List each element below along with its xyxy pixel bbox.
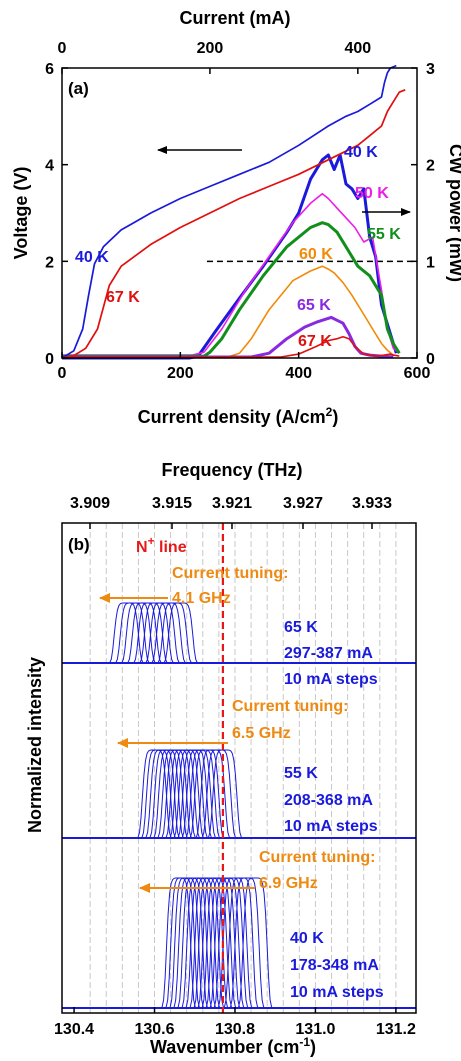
step-55k: 10 mA steps (284, 818, 378, 835)
n-plus-line-label-sup: + (148, 534, 155, 548)
panel-a-x-title-sup: 2 (326, 405, 333, 419)
panel-a-y-right-tick-label: 1 (426, 254, 435, 271)
panel-a: Current (mA) 0 200 400 0 200 400 60002460123 … (11, 8, 461, 427)
panel-a-x-title-end: ) (332, 407, 338, 427)
current-range-40k: 178-348 mA (290, 957, 379, 974)
n-plus-line-label-main: N (136, 539, 148, 556)
temp-40k: 40 K (290, 930, 324, 947)
panel-a-y-left-title: Voltage (V) (11, 167, 31, 260)
panel-a-top-axis-title: Current (mA) (180, 8, 291, 28)
step-40k: 10 mA steps (290, 984, 384, 1001)
panel-a-x-tick-label: 400 (285, 365, 312, 382)
temp-65k: 65 K (284, 619, 318, 636)
power-label-60k: 60 K (299, 246, 333, 263)
panel-b-top-axis-title: Frequency (THz) (161, 460, 302, 480)
panel-a-x-title-main: Current density (A/cm (138, 407, 326, 427)
panel-a-plot-frame (61, 67, 418, 359)
panel-a-top-tick-label: 0 (58, 40, 67, 57)
voltage-label-67k: 67 K (106, 289, 140, 306)
voltage-label-40k: 40 K (75, 249, 109, 266)
power-label-55k: 55 K (367, 226, 401, 243)
panel-a-top-ticks: 0 200 400 (58, 40, 372, 57)
n-plus-line-label-end: line (155, 539, 187, 556)
panel-b-gridlines (89, 523, 397, 1013)
power-series-50k (62, 192, 400, 356)
panel-b-x-tick-label: 130.4 (54, 1021, 94, 1038)
panel-a-x-tick-label: 600 (404, 365, 431, 382)
panel-a-plot-lines (61, 64, 417, 360)
panel-a-x-tick-label: 0 (58, 365, 67, 382)
n-plus-line-label: N+ line (136, 534, 187, 556)
panel-b-top-tick-label: 3.915 (152, 495, 192, 512)
panel-a-y-right-title: CW power (mW) (446, 144, 461, 282)
panel-b-y-title: Normalized intensity (25, 657, 45, 833)
tuning-label-55k: Current tuning: (232, 698, 348, 715)
panel-b-x-tick-label: 130.8 (215, 1021, 255, 1038)
power-label-67k: 67 K (298, 333, 332, 350)
panel-a-y-left-tick-label: 4 (45, 158, 54, 175)
panel-b-spectra (62, 523, 416, 1013)
panel-a-y-right-tick-label: 3 (426, 61, 435, 78)
power-series-55k (62, 221, 401, 358)
panel-a-y-right-tick-label: 2 (426, 158, 435, 175)
current-range-65k: 297-387 mA (284, 645, 373, 662)
panel-b-x-title-main: Wavenumber (cm (150, 1037, 299, 1057)
temp-55k: 55 K (284, 765, 318, 782)
panel-a-y-right-tick-label: 0 (426, 351, 435, 368)
panel-b-top-tick-label: 3.933 (352, 495, 392, 512)
panel-b-x-title-sup: -1 (299, 1035, 310, 1049)
tuning-value-65k: 4.1 GHz (172, 590, 231, 607)
panel-b-top-tick-label: 3.921 (212, 495, 252, 512)
panel-a-top-tick-label: 400 (344, 40, 371, 57)
panel-b-x-tick-label: 130.6 (134, 1021, 174, 1038)
panel-b-top-tick-label: 3.909 (70, 495, 110, 512)
panel-a-x-tick-label: 200 (167, 365, 194, 382)
panel-b: Frequency (THz) 130.4 130.6 130.8 131.0 131.… (25, 460, 417, 1057)
tuning-value-55k: 6.5 GHz (232, 725, 291, 742)
panel-a-y-left-tick-label: 2 (45, 254, 54, 271)
voltage-series-67k (61, 89, 406, 359)
panel-a-top-tick-label: 200 (197, 40, 224, 57)
voltage-series-40k (61, 64, 397, 359)
panel-a-y-left-tick-label: 0 (45, 351, 54, 368)
tuning-label-65k: Current tuning: (172, 565, 288, 582)
spectrum-curve (179, 749, 270, 839)
spectrum-curve (135, 602, 226, 664)
current-range-55k: 208-368 mA (284, 792, 373, 809)
step-65k: 10 mA steps (284, 671, 378, 688)
power-series-60k (62, 265, 394, 358)
tuning-label-40k: Current tuning: (259, 849, 375, 866)
panel-b-plot-frame (61, 522, 417, 1014)
panel-b-axes-ticks: 130.4 130.6 130.8 131.0 131.2 3.909 3.915 3.921… (54, 495, 416, 1038)
spectrum-curve (210, 877, 301, 1009)
power-label-40k: 40 K (344, 144, 378, 161)
power-series-67k (62, 335, 400, 358)
panel-a-y-left-tick-label: 6 (45, 61, 54, 78)
panel-b-x-tick-label: 131.0 (295, 1021, 335, 1038)
panel-b-x-title: Wavenumber (cm-1) (150, 1035, 316, 1057)
tuning-value-40k: 6.9 GHz (259, 875, 318, 892)
panel-b-x-title-end: ) (310, 1037, 316, 1057)
panel-b-x-tick-label: 131.2 (376, 1021, 416, 1038)
panel-a-x-title: Current density (A/cm2) (138, 405, 339, 427)
panel-b-label: (b) (68, 535, 90, 554)
power-label-50k: 50 K (355, 185, 389, 202)
panel-a-label: (a) (68, 79, 89, 98)
power-label-65k: 65 K (297, 297, 331, 314)
panel-b-top-tick-label: 3.927 (283, 495, 323, 512)
